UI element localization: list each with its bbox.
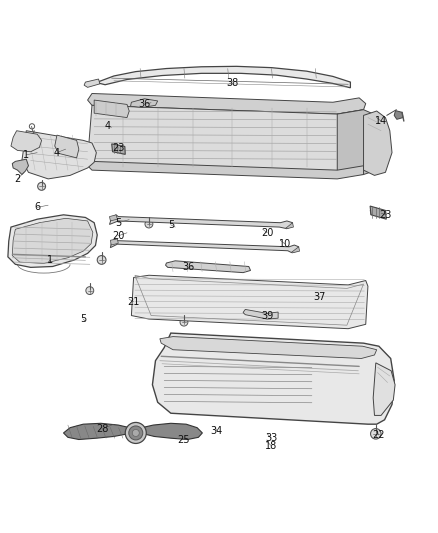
Polygon shape <box>11 131 42 152</box>
Polygon shape <box>84 79 100 87</box>
Text: 2: 2 <box>14 174 21 184</box>
Polygon shape <box>286 223 293 229</box>
Polygon shape <box>160 336 377 359</box>
Text: 39: 39 <box>261 311 273 320</box>
Polygon shape <box>131 275 368 329</box>
Text: 5: 5 <box>80 314 86 324</box>
Text: 6: 6 <box>34 203 40 212</box>
Polygon shape <box>112 144 125 155</box>
Text: 1: 1 <box>47 255 53 265</box>
Text: 5: 5 <box>168 220 174 230</box>
Text: 5: 5 <box>115 217 121 228</box>
Text: 10: 10 <box>279 239 291 249</box>
Circle shape <box>145 220 153 228</box>
Text: 20: 20 <box>261 228 273 238</box>
Text: 33: 33 <box>265 433 278 443</box>
Polygon shape <box>110 215 293 229</box>
Polygon shape <box>166 261 251 273</box>
Text: 36: 36 <box>182 262 194 272</box>
Polygon shape <box>94 100 129 118</box>
Polygon shape <box>88 159 364 179</box>
Text: 38: 38 <box>226 77 238 87</box>
Polygon shape <box>110 239 299 253</box>
Text: 23: 23 <box>112 143 124 154</box>
Circle shape <box>180 318 188 326</box>
Polygon shape <box>291 247 300 253</box>
Text: 34: 34 <box>211 426 223 436</box>
Circle shape <box>132 430 139 437</box>
Polygon shape <box>131 99 158 108</box>
Polygon shape <box>96 66 350 88</box>
Text: 28: 28 <box>97 424 109 433</box>
Circle shape <box>97 255 106 264</box>
Circle shape <box>38 182 46 190</box>
Text: 4: 4 <box>54 148 60 158</box>
Text: 37: 37 <box>314 292 326 302</box>
Polygon shape <box>64 423 134 440</box>
Polygon shape <box>110 239 118 245</box>
Text: 4: 4 <box>104 122 110 131</box>
Circle shape <box>86 287 94 295</box>
Text: 36: 36 <box>138 100 151 109</box>
Text: 22: 22 <box>373 430 385 440</box>
Text: 25: 25 <box>178 434 190 445</box>
Text: 14: 14 <box>375 116 387 126</box>
Circle shape <box>125 423 146 443</box>
Polygon shape <box>370 206 386 219</box>
Polygon shape <box>138 423 202 440</box>
Text: 18: 18 <box>265 441 278 451</box>
Text: 1: 1 <box>23 150 29 160</box>
Polygon shape <box>110 215 117 221</box>
Polygon shape <box>12 159 28 174</box>
Text: 23: 23 <box>379 210 392 220</box>
Polygon shape <box>243 310 278 319</box>
Polygon shape <box>337 110 377 174</box>
Polygon shape <box>394 110 403 119</box>
Polygon shape <box>88 106 366 174</box>
Polygon shape <box>22 131 96 179</box>
Polygon shape <box>8 215 97 268</box>
Circle shape <box>129 426 143 440</box>
Polygon shape <box>152 333 394 424</box>
Text: 21: 21 <box>127 296 140 306</box>
Polygon shape <box>55 135 79 158</box>
Circle shape <box>371 429 381 439</box>
Polygon shape <box>364 111 392 175</box>
Polygon shape <box>12 219 93 263</box>
Polygon shape <box>373 363 395 415</box>
Polygon shape <box>88 93 366 114</box>
Text: 20: 20 <box>112 231 124 241</box>
